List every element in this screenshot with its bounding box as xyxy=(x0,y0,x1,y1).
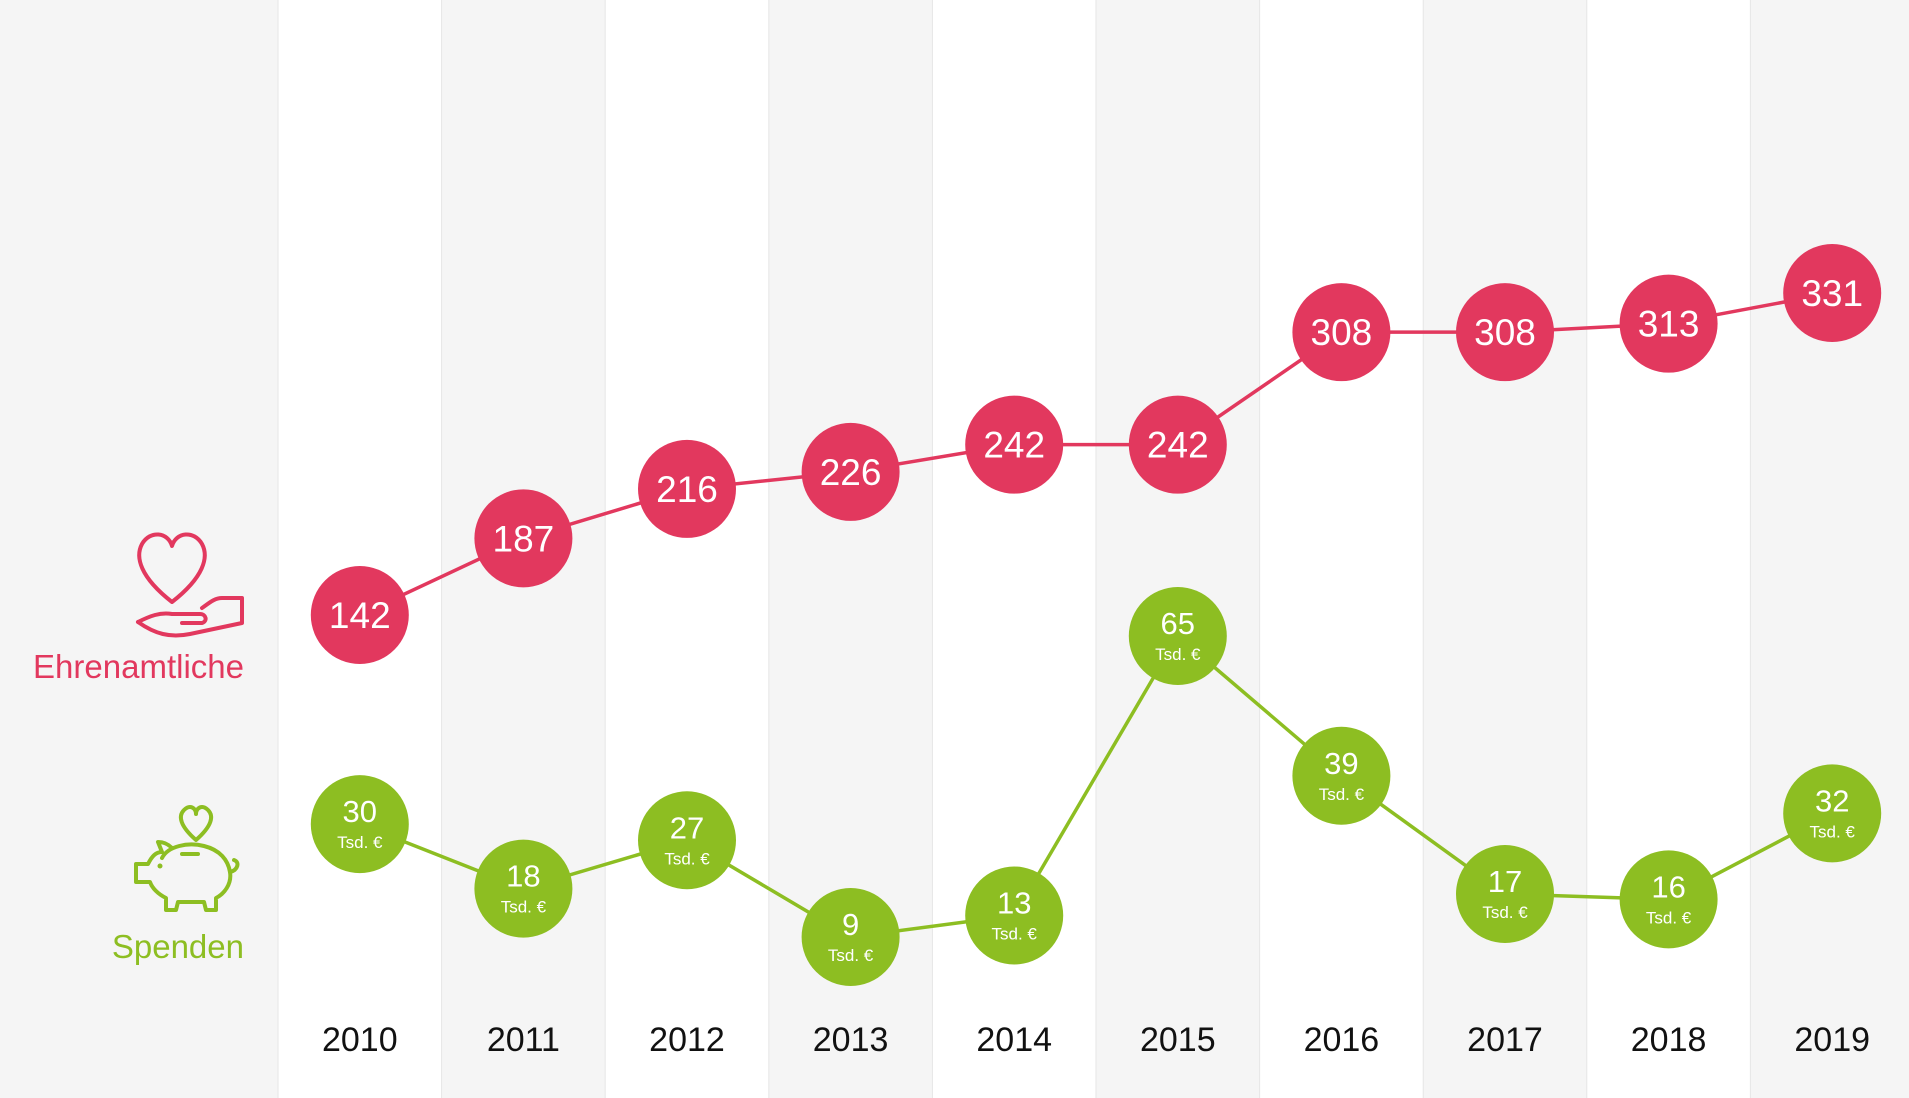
x-tick-label-2018: 2018 xyxy=(1631,1021,1707,1059)
data-label-spenden-2015: 65 xyxy=(1161,606,1195,641)
data-label-ehrenamtliche-2017: 308 xyxy=(1474,312,1536,353)
point-ehrenamtliche-2019 xyxy=(1783,244,1882,342)
column-band-2010 xyxy=(278,0,442,1098)
data-label-spenden-2013: 9 xyxy=(842,907,859,942)
unit-label-spenden-2018: Tsd. € xyxy=(1646,908,1692,927)
x-tick-label-2014: 2014 xyxy=(976,1021,1052,1059)
unit-label-spenden-2014: Tsd. € xyxy=(992,925,1038,944)
point-spenden-2013 xyxy=(801,888,900,986)
data-label-ehrenamtliche-2015: 242 xyxy=(1147,425,1209,466)
data-label-spenden-2010: 30 xyxy=(343,794,377,829)
line-ehrenamtliche xyxy=(359,291,1833,617)
point-ehrenamtliche-2010 xyxy=(310,566,409,664)
point-spenden-2014 xyxy=(965,866,1064,965)
x-tick-label-2019: 2019 xyxy=(1794,1021,1870,1059)
unit-label-spenden-2017: Tsd. € xyxy=(1482,903,1528,922)
x-tick-label-2013: 2013 xyxy=(813,1021,889,1059)
point-spenden-2016 xyxy=(1292,726,1391,825)
data-label-ehrenamtliche-2012: 216 xyxy=(656,469,718,510)
point-ehrenamtliche-2014 xyxy=(965,395,1064,494)
data-label-spenden-2018: 16 xyxy=(1651,869,1685,904)
point-spenden-2012 xyxy=(638,791,736,890)
x-tick-label-2011: 2011 xyxy=(487,1021,560,1059)
data-label-ehrenamtliche-2013: 226 xyxy=(820,452,882,493)
point-spenden-2018 xyxy=(1619,850,1718,949)
unit-label-spenden-2011: Tsd. € xyxy=(501,898,547,917)
unit-label-spenden-2013: Tsd. € xyxy=(828,946,874,965)
column-band-2019 xyxy=(1750,0,1909,1098)
point-spenden-2010 xyxy=(310,775,409,874)
point-ehrenamtliche-2015 xyxy=(1128,395,1227,494)
column-band-2016 xyxy=(1259,0,1424,1098)
data-label-spenden-2014: 13 xyxy=(997,886,1031,921)
unit-label-spenden-2016: Tsd. € xyxy=(1319,785,1365,804)
series-markers: 142 187 216 226 242 242 308 308 313 331 30 Tsd. € 18… xyxy=(310,244,1882,986)
point-ehrenamtliche-2018 xyxy=(1619,274,1718,373)
x-tick-label-2017: 2017 xyxy=(1467,1021,1543,1059)
x-tick-label-2012: 2012 xyxy=(649,1021,725,1059)
x-tick-label-2016: 2016 xyxy=(1304,1021,1380,1059)
point-spenden-2017 xyxy=(1456,845,1554,943)
data-label-spenden-2011: 18 xyxy=(506,859,540,894)
unit-label-spenden-2015: Tsd. € xyxy=(1155,645,1201,664)
point-spenden-2015 xyxy=(1128,587,1227,685)
data-label-ehrenamtliche-2014: 242 xyxy=(983,425,1045,466)
data-label-spenden-2016: 39 xyxy=(1324,746,1358,781)
column-band-2015 xyxy=(1096,0,1260,1098)
point-ehrenamtliche-2013 xyxy=(801,422,900,521)
x-axis-labels: 2010 2011 2012 2013 2014 2015 2016 2017 2018 2019 xyxy=(322,1021,1870,1059)
point-ehrenamtliche-2017 xyxy=(1456,283,1554,382)
data-label-spenden-2017: 17 xyxy=(1488,864,1522,899)
data-label-spenden-2012: 27 xyxy=(670,810,704,845)
point-spenden-2011 xyxy=(474,839,573,938)
data-label-ehrenamtliche-2018: 313 xyxy=(1638,304,1700,345)
legend-label-spenden: Spenden xyxy=(111,928,244,965)
series-lines xyxy=(359,291,1834,939)
line-spenden xyxy=(359,633,1834,939)
data-label-ehrenamtliche-2016: 308 xyxy=(1311,312,1373,353)
piggy-bank-heart-icon xyxy=(134,805,240,912)
data-label-ehrenamtliche-2010: 142 xyxy=(329,595,391,636)
data-label-ehrenamtliche-2011: 187 xyxy=(493,518,555,559)
point-spenden-2019 xyxy=(1783,764,1882,863)
heart-in-hand-icon xyxy=(136,532,244,638)
column-band-2012 xyxy=(605,0,769,1098)
legend-label-ehrenamtliche: Ehrenamtliche xyxy=(33,648,244,685)
unit-label-spenden-2019: Tsd. € xyxy=(1810,822,1856,841)
unit-label-spenden-2010: Tsd. € xyxy=(337,833,383,852)
point-ehrenamtliche-2012 xyxy=(638,439,736,538)
x-tick-label-2010: 2010 xyxy=(322,1021,398,1059)
data-label-spenden-2019: 32 xyxy=(1815,783,1849,818)
point-ehrenamtliche-2016 xyxy=(1292,283,1391,382)
data-label-ehrenamtliche-2019: 331 xyxy=(1801,273,1863,314)
point-ehrenamtliche-2011 xyxy=(474,489,573,588)
unit-label-spenden-2012: Tsd. € xyxy=(664,849,710,868)
x-tick-label-2015: 2015 xyxy=(1140,1021,1216,1059)
